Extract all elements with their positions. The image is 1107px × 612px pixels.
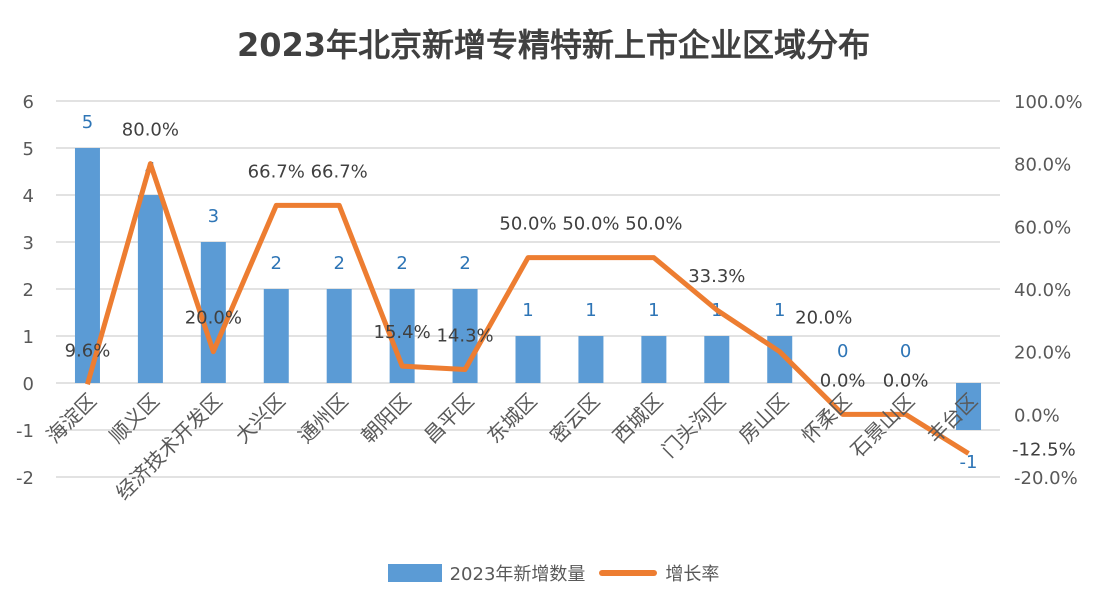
line-data-label: 50.0%: [625, 214, 682, 235]
category-label: 石景山区: [846, 389, 920, 463]
bar-data-label: 2: [459, 253, 470, 274]
left-tick-label: 4: [23, 186, 34, 207]
category-label: 东城区: [482, 389, 541, 448]
bar: [956, 383, 982, 430]
category-label: 西城区: [608, 389, 667, 448]
bar: [263, 289, 289, 383]
category-label: 大兴区: [230, 389, 289, 448]
bar-data-label: 0: [900, 341, 911, 362]
right-tick-label: 40.0%: [1014, 280, 1071, 301]
line-data-label: 0.0%: [820, 370, 866, 391]
left-tick-label: 0: [23, 374, 34, 395]
line-data-label: 20.0%: [795, 308, 852, 329]
bar-data-label: 1: [774, 300, 785, 321]
chart-title: 2023年北京新增专精特新上市企业区域分布: [236, 26, 871, 64]
line-data-label: 66.7%: [248, 161, 305, 182]
right-tick-label: 0.0%: [1014, 405, 1060, 426]
left-tick-label: 2: [23, 280, 34, 301]
bar: [578, 336, 604, 383]
line-data-label: 80.0%: [122, 120, 179, 141]
category-label: 通州区: [293, 389, 352, 448]
left-tick-label: 6: [23, 92, 34, 113]
bar: [74, 148, 100, 383]
bar-data-label: 1: [585, 300, 596, 321]
category-label: 顺义区: [105, 389, 164, 448]
line-data-label: 14.3%: [436, 326, 493, 347]
left-tick-label: -1: [16, 421, 34, 442]
legend-line-swatch: [599, 570, 658, 576]
bar: [641, 336, 667, 383]
line-data-label: -12.5%: [1012, 440, 1076, 461]
bar-data-label: 2: [396, 253, 407, 274]
line-data-label: 50.0%: [562, 214, 619, 235]
left-tick-label: 5: [23, 139, 34, 160]
category-label: 密云区: [545, 389, 604, 448]
line-data-label: 15.4%: [374, 322, 431, 343]
category-label: 海淀区: [42, 389, 101, 448]
right-tick-label: 100.0%: [1014, 92, 1083, 113]
left-tick-label: 3: [23, 233, 34, 254]
bar-data-label: 0: [837, 341, 848, 362]
category-label: 房山区: [734, 389, 793, 448]
bar-data-label: -1: [960, 452, 978, 473]
left-tick-label: -2: [16, 468, 34, 489]
right-tick-label: 60.0%: [1014, 217, 1071, 238]
right-tick-label: -20.0%: [1014, 468, 1078, 489]
bar: [137, 195, 163, 383]
category-label: 门头沟区: [657, 389, 731, 463]
line-data-label: 0.0%: [883, 370, 929, 391]
bar-data-label: 2: [271, 253, 282, 274]
bar: [200, 242, 226, 383]
bar-data-label: 2: [333, 253, 344, 274]
bar-data-label: 1: [522, 300, 533, 321]
line-data-label: 9.6%: [65, 340, 111, 361]
right-tick-label: 20.0%: [1014, 343, 1071, 364]
bar: [704, 336, 730, 383]
category-label: 朝阳区: [356, 389, 415, 448]
bar: [515, 336, 541, 383]
bar: [326, 289, 352, 383]
legend-bar-swatch: [387, 564, 442, 582]
line-data-label: 20.0%: [185, 308, 242, 329]
left-tick-label: 1: [23, 327, 34, 348]
bar-data-label: 5: [82, 112, 93, 133]
legend: 2023年新增数量 增长率: [0, 560, 1107, 586]
line-data-label: 33.3%: [688, 266, 745, 287]
bar-data-label: 1: [648, 300, 659, 321]
legend-line-label: 增长率: [665, 564, 720, 585]
line-data-label: 50.0%: [499, 214, 556, 235]
category-label: 昌平区: [419, 389, 478, 448]
bar-data-label: 3: [208, 206, 219, 227]
legend-bar-label: 2023年新增数量: [449, 564, 586, 585]
line-data-label: 66.7%: [311, 161, 368, 182]
right-tick-label: 80.0%: [1014, 155, 1071, 176]
